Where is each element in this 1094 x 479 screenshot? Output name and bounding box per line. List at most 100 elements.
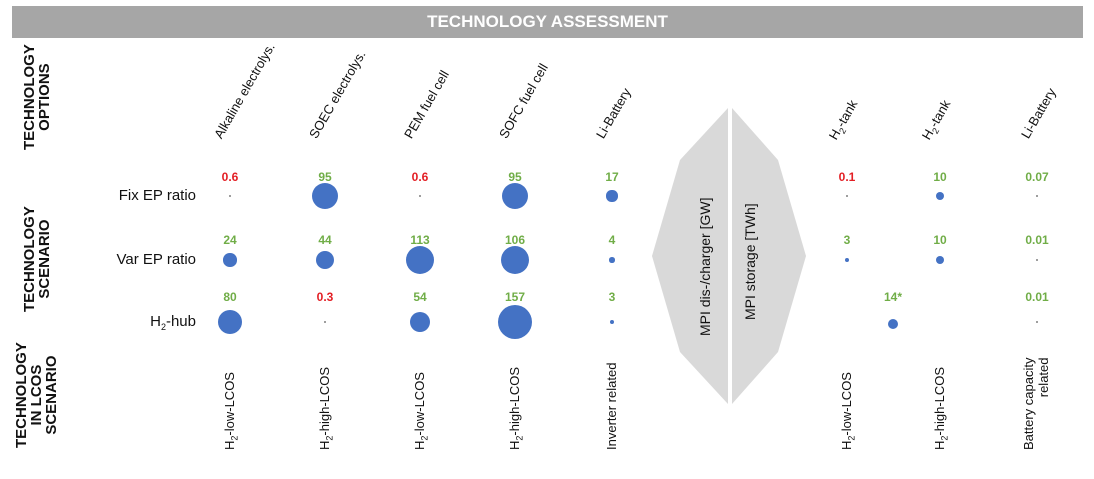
column-header: SOEC electrolys. [306,48,368,141]
value-label: 4 [608,233,616,247]
lcos-label: Battery capacity related [1021,358,1051,451]
lcos-line: Battery capacity [1021,358,1036,451]
lcos-line: related [1036,357,1051,398]
side-label-scenario: TECHNOLOGY SCENARIO [21,206,53,312]
text-main: PEM fuel cell [401,67,452,141]
lcos-line: H2-low-LCOS [412,372,430,450]
bubble-marker [935,255,945,265]
value-label: 3 [843,233,851,247]
lcos-line: H2-high-LCOS [317,367,335,450]
text-main: H [317,440,332,450]
text-main: H [222,440,237,450]
text-tail: -tank [925,97,954,130]
bubble-marker [419,195,421,197]
text-main: H [150,313,161,330]
bubble-marker [498,305,532,339]
arrow-left-shape [652,108,728,404]
text-main: Li-Battery [1018,85,1059,141]
lcos-line: H2-high-LCOS [932,367,950,450]
value-label: 157 [504,290,526,304]
row-label: Fix EP ratio [96,187,196,204]
side-label-line: SCENARIO [43,355,60,435]
bubble-marker [844,257,850,263]
bubble-marker [1036,259,1038,261]
text-tail: -tank [832,97,861,130]
text-main: SOFC fuel cell [496,60,551,141]
text-subscript: 2 [229,435,240,441]
value-label: 106 [504,233,526,247]
bubble-marker [606,190,618,202]
row-label: Var EP ratio [96,251,196,268]
text-main: Var EP ratio [116,251,196,268]
banner-title: TECHNOLOGY ASSESSMENT [12,6,1083,38]
bubble-marker [229,195,231,197]
value-label: 44 [318,233,332,247]
lcos-label: H2-high-LCOS [507,367,525,450]
side-label-line: TECHNOLOGY [21,206,38,312]
lcos-label: H2-low-LCOS [412,372,430,450]
column-header: SOFC fuel cell [496,61,551,141]
bubble-marker [316,251,334,269]
bubble-marker [1036,195,1038,197]
value-label: 0.07 [1025,170,1049,184]
row-label: H2-hub [96,313,196,332]
side-label-line: TECHNOLOGY [21,44,38,150]
value-label: 113 [410,233,430,247]
bubble-marker [609,319,615,325]
arrow-right-shape [732,108,806,404]
lcos-line: H2-low-LCOS [222,372,240,450]
text-subscript: 2 [514,435,525,441]
text-main: Fix EP ratio [118,187,196,204]
value-label: 0.01 [1025,233,1049,247]
value-label: 0.1 [838,170,856,184]
text-subscript: 2 [160,322,166,332]
double-arrow [652,108,806,404]
lcos-line: H2-low-LCOS [839,372,857,450]
value-label: 24 [223,233,237,247]
text-subscript: 2 [419,435,430,441]
bubble-marker [410,312,430,332]
arrow-left-label: MPI dis-/charger [GW] [697,197,713,336]
text-subscript: 2 [939,435,950,441]
text-main: Battery capacity [1021,357,1036,451]
value-label: 17 [605,170,619,184]
text-main: H [839,440,854,450]
bubble-marker [405,245,435,275]
text-main: Inverter related [604,362,619,450]
value-label: 95 [508,170,522,184]
lcos-label: Inverter related [604,363,619,450]
text-tail: -high-LCOS [507,366,522,436]
side-label-line: TECHNOLOGY [13,342,30,448]
value-label: 10 [933,170,947,184]
text-tail: -high-LCOS [932,366,947,436]
column-header: H2-tank [826,97,863,143]
column-header: PEM fuel cell [401,68,452,141]
value-label: 0.3 [316,290,334,304]
side-label-lcos: TECHNOLOGY IN LCOS SCENARIO [13,342,60,448]
text-main: SOEC electrolys. [306,47,369,141]
text-main: H [932,440,947,450]
bubble-marker [501,182,529,210]
value-label: 0.6 [221,170,239,184]
text-main: Li-Battery [593,85,634,141]
column-header: Alkaline electrolys. [211,40,278,141]
bubble-marker [935,191,945,201]
side-label-line: OPTIONS [36,63,53,131]
value-label: 0.01 [1025,290,1049,304]
value-label: 3 [608,290,616,304]
column-header: H2-tank [919,97,956,143]
text-subscript: 2 [846,435,857,441]
lcos-label: H2-high-LCOS [932,367,950,450]
bubble-marker [311,182,339,210]
text-tail: -low-LCOS [839,372,854,436]
bubble-marker [1036,321,1038,323]
text-main: H [507,440,522,450]
side-label-line: SCENARIO [36,219,53,299]
bubble-marker [324,321,326,323]
bubble-marker [217,309,243,335]
bubble-marker [887,318,899,330]
side-label-line: IN LCOS [28,364,45,426]
side-label-options: TECHNOLOGY OPTIONS [21,44,53,150]
text-tail: -low-LCOS [222,372,237,436]
lcos-line: Inverter related [604,363,619,450]
